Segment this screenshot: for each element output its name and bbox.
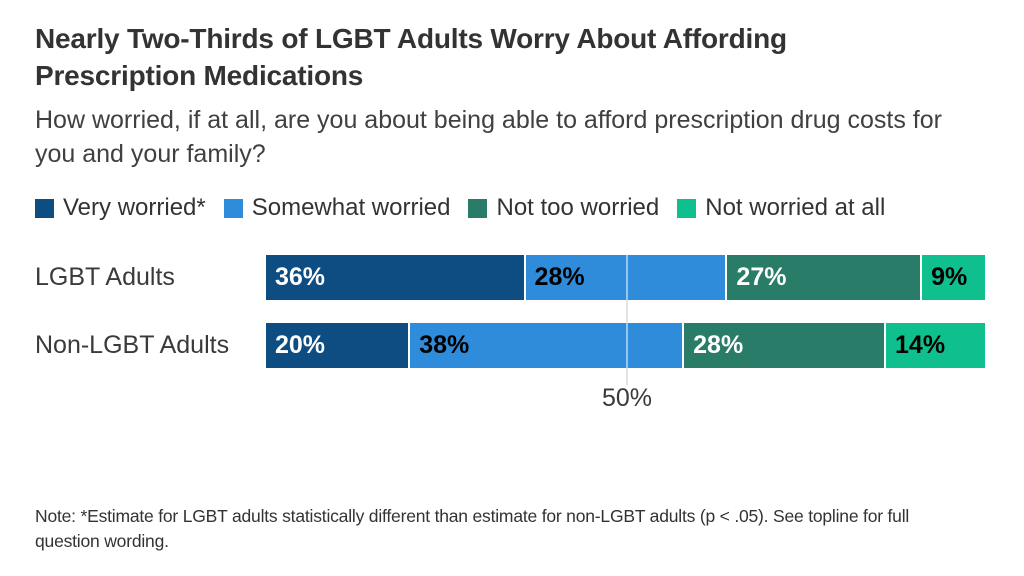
legend-label: Not too worried xyxy=(496,194,660,221)
legend-item: Very worried* xyxy=(35,194,206,222)
legend-swatch-icon xyxy=(468,198,488,218)
bar-row: Non-LGBT Adults 20% 38% 28% 14% xyxy=(35,323,987,368)
bar-segment: 27% xyxy=(727,255,923,300)
bar-segment-label: 27% xyxy=(736,263,787,291)
gridline-overlay xyxy=(625,255,628,300)
legend: Very worried* Somewhat worried Not too wor… xyxy=(35,194,885,222)
bar-segment-label: 14% xyxy=(895,331,946,359)
x-axis-tick-label: 50% xyxy=(601,384,653,412)
note-text: Note: *Estimate for LGBT adults statisti… xyxy=(35,506,910,551)
bar-segment-label: 20% xyxy=(275,331,326,359)
chart-title: Nearly Two-Thirds of LGBT Adults Worry A… xyxy=(35,23,787,91)
legend-item: Not worried at all xyxy=(677,194,885,222)
stacked-bar-chart: LGBT Adults 36% 28% 27% 9% Non-LGBT Adults 20%… xyxy=(35,255,987,391)
bar-segment: 14% xyxy=(886,323,987,368)
gridline-overlay xyxy=(625,323,628,368)
gridline-50-percent xyxy=(626,255,628,385)
legend-swatch-icon xyxy=(677,198,697,218)
bar-segment-label: 38% xyxy=(419,331,470,359)
bar-segment: 38% xyxy=(410,323,685,368)
chart-subtitle: How worried, if at all, are you about be… xyxy=(35,106,942,168)
bar-track: 20% 38% 28% 14% xyxy=(266,323,987,368)
legend-label: Not worried at all xyxy=(705,194,886,221)
legend-item: Somewhat worried xyxy=(223,194,451,222)
bar-segment-label: 36% xyxy=(275,263,326,291)
bar-segment: 36% xyxy=(266,255,526,300)
bar-segment-label: 28% xyxy=(534,263,585,291)
bar-segment-label: 9% xyxy=(931,263,968,291)
legend-swatch-icon xyxy=(35,198,54,218)
bar-segment: 20% xyxy=(266,323,411,368)
bar-segment: 9% xyxy=(922,255,987,300)
row-label: LGBT Adults xyxy=(35,263,175,291)
legend-item: Not too worried xyxy=(468,194,659,222)
bar-segment-label: 28% xyxy=(693,331,744,359)
legend-swatch-icon xyxy=(223,198,243,218)
legend-label: Somewhat worried xyxy=(251,194,451,221)
legend-label: Very worried* xyxy=(63,194,206,221)
row-label: Non-LGBT Adults xyxy=(35,331,230,359)
bar-segment: 28% xyxy=(684,323,887,368)
bar-row: LGBT Adults 36% 28% 27% 9% xyxy=(35,255,987,300)
bar-track: 36% 28% 27% 9% xyxy=(266,255,987,300)
